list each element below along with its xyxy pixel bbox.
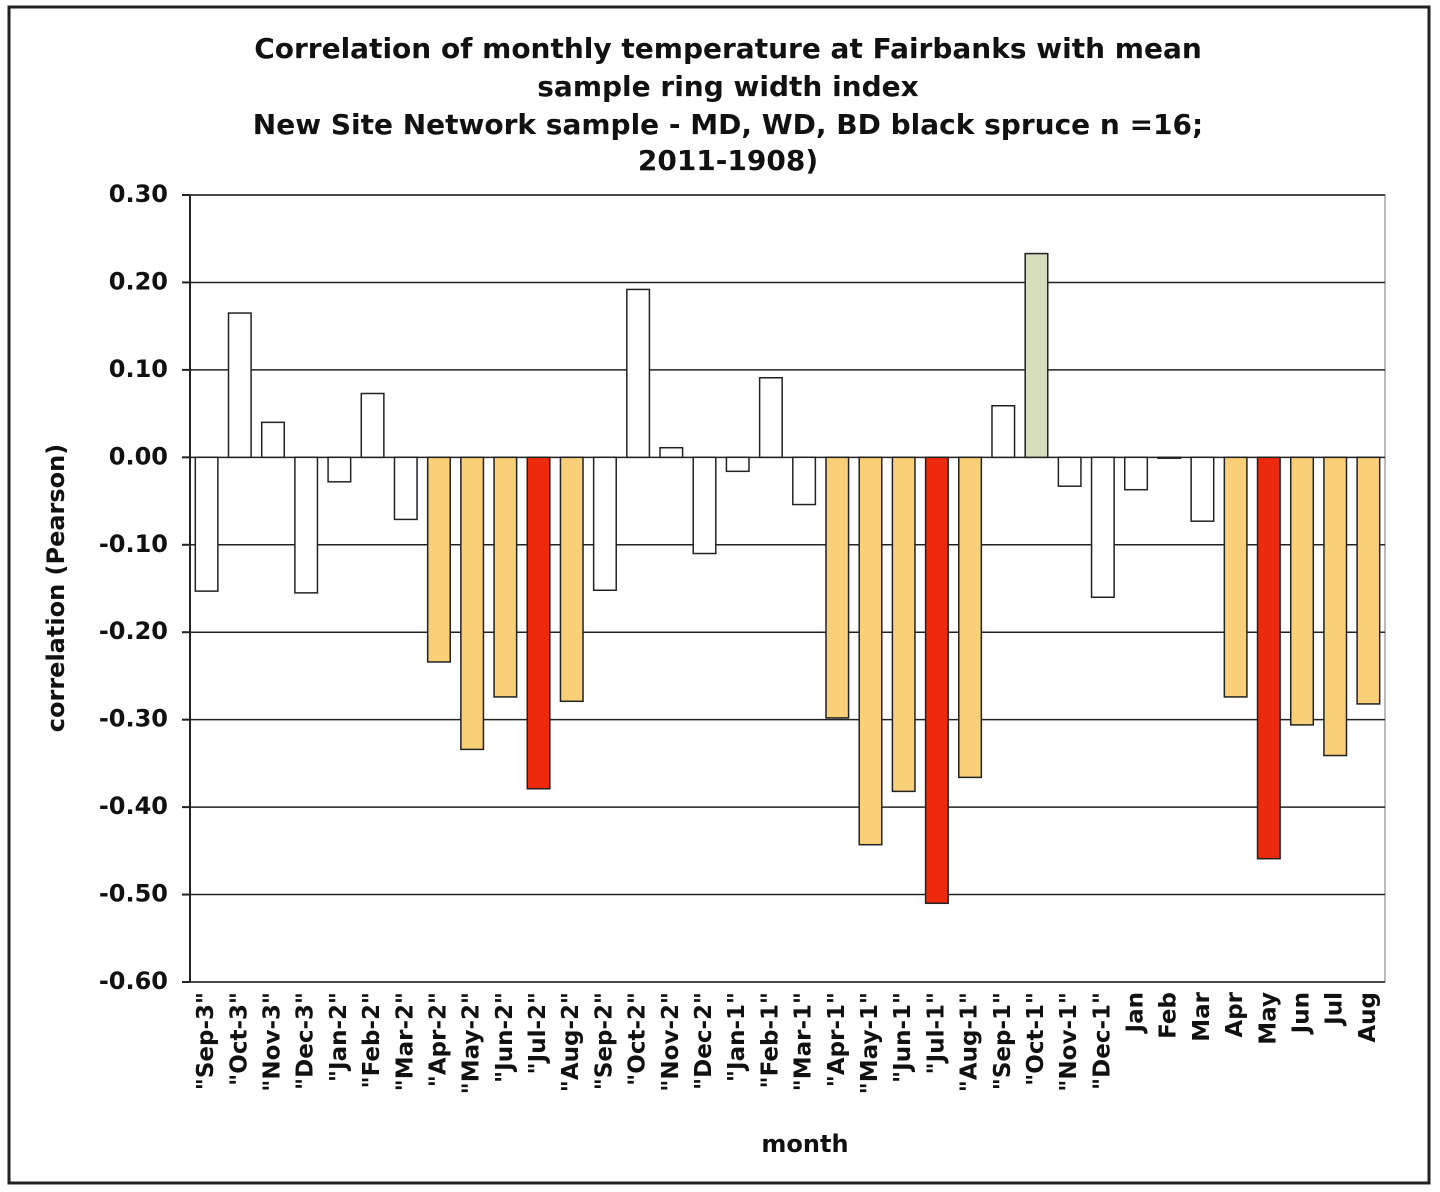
bar: [758, 377, 783, 459]
x-tick-label: May: [1255, 992, 1281, 1045]
bar: [1057, 456, 1082, 487]
bar: [1256, 456, 1281, 860]
x-tick-label: "Jul-1": [923, 992, 949, 1074]
bar: [592, 456, 617, 591]
x-tick-label: Mar: [1189, 991, 1215, 1041]
x-tick-label: "Apr-1": [824, 992, 850, 1087]
y-tick-label: -0.10: [99, 530, 168, 558]
bar: [393, 456, 418, 521]
chart-title: sample ring width index: [537, 70, 918, 103]
bar: [858, 456, 883, 846]
bar: [559, 456, 584, 703]
x-tick-label: "Aug-1": [957, 992, 983, 1092]
x-tick-label: "Sep-2": [591, 992, 617, 1090]
x-tick-label: "Sep-3": [193, 992, 219, 1090]
bar: [924, 456, 949, 905]
x-tick-label: "Feb-2": [359, 992, 385, 1088]
bar: [692, 456, 717, 555]
bar: [792, 456, 817, 506]
bar: [725, 456, 750, 473]
x-tick-label: "Oct-2": [625, 992, 651, 1086]
x-tick-label: "Sep-1": [990, 992, 1016, 1090]
bar: [991, 404, 1016, 459]
x-tick-label: "Apr-2": [425, 992, 451, 1087]
x-tick-label: Jun: [1289, 992, 1315, 1035]
x-tick-label: Feb: [1156, 992, 1182, 1039]
bar: [659, 446, 684, 459]
bar: [194, 456, 219, 592]
bar: [891, 456, 916, 793]
x-tick-label: Jul: [1322, 992, 1348, 1027]
bar: [1223, 456, 1248, 698]
x-tick-label: "Jan-1": [724, 992, 750, 1082]
x-tick-label: "Dec-3": [293, 992, 319, 1090]
x-tick-label: "Oct-1": [1023, 992, 1049, 1086]
x-tick-label: "Feb-1": [757, 992, 783, 1088]
x-tick-label: "Mar-2": [392, 992, 418, 1091]
bar: [1124, 456, 1149, 491]
x-tick-label: "Jan-2": [326, 992, 352, 1082]
x-tick-label: "Oct-3": [226, 992, 252, 1086]
bar: [1323, 456, 1348, 757]
x-tick-label: "Dec-1": [1089, 992, 1115, 1090]
bar: [493, 456, 518, 698]
bar: [460, 456, 485, 751]
bar: [227, 312, 252, 459]
bar: [260, 421, 286, 459]
x-tick-label: "Dec-2": [691, 992, 717, 1090]
x-tick-label: "Mar-1": [791, 992, 817, 1091]
bar: [1157, 456, 1182, 459]
y-tick-label: 0.30: [109, 180, 168, 208]
bar: [958, 456, 983, 779]
bar: [1289, 456, 1315, 726]
bar: [360, 392, 385, 459]
bar: [626, 288, 651, 459]
chart-subtitle: New Site Network sample - MD, WD, BD bla…: [253, 108, 1203, 141]
bar: [426, 456, 451, 663]
x-tick-label: "Jul-2": [525, 992, 551, 1074]
x-tick-label: Jan: [1123, 992, 1149, 1034]
bar: [1090, 456, 1115, 598]
bar: [327, 456, 352, 483]
y-tick-label: 0.10: [109, 355, 168, 383]
bar: [1190, 456, 1215, 522]
x-tick-label: "Nov-3": [259, 992, 285, 1092]
x-tick-label: "Nov-2": [658, 992, 684, 1092]
x-tick-label: Aug: [1355, 992, 1381, 1043]
y-tick-label: -0.40: [99, 792, 168, 820]
x-tick-label: "May-1": [857, 992, 883, 1094]
y-tick-label: -0.30: [99, 705, 168, 733]
x-axis-label: month: [761, 1130, 848, 1158]
y-tick-label: -0.50: [99, 880, 168, 908]
x-tick-label: "May-2": [459, 992, 485, 1094]
y-tick-label: 0.20: [109, 267, 168, 295]
x-tick-label: "Nov-1": [1056, 992, 1082, 1092]
y-tick-label: -0.20: [99, 617, 168, 645]
x-tick-label: "Jun-1": [890, 992, 916, 1083]
x-tick-label: Apr: [1222, 991, 1248, 1037]
bar: [1024, 252, 1049, 459]
chart-subtitle: 2011-1908): [638, 144, 818, 177]
plot-border: [189, 194, 1386, 983]
bar: [294, 456, 319, 594]
x-tick-label: "Aug-2": [558, 992, 584, 1092]
bar: [1356, 456, 1381, 705]
y-axis-label: correlation (Pearson): [42, 444, 70, 732]
chart-title: Correlation of monthly temperature at Fa…: [254, 32, 1202, 65]
y-tick-label: 0.00: [109, 442, 168, 470]
bar: [825, 456, 850, 719]
bar: [526, 456, 551, 790]
frame: [7, 5, 1431, 1185]
x-tick-label: "Jun-2": [492, 992, 518, 1083]
y-tick-label: -0.60: [99, 967, 168, 995]
